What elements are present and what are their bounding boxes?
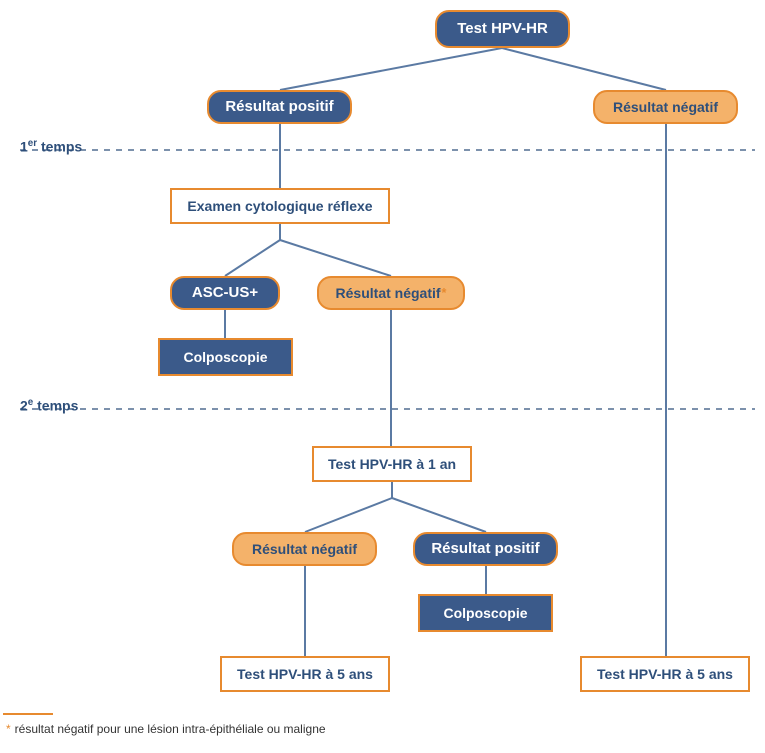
edge-reflex-neg2 <box>280 224 391 276</box>
node-root: Test HPV-HR <box>435 10 570 48</box>
node-test5a_L: Test HPV-HR à 5 ans <box>220 656 390 692</box>
edge-test1an-neg3 <box>305 482 392 532</box>
node-reflex: Examen cytologique réflexe <box>170 188 390 224</box>
node-label: Colposcopie <box>183 349 267 365</box>
node-test1an: Test HPV-HR à 1 an <box>312 446 472 482</box>
footnote-bar <box>3 713 53 715</box>
time-label-1: 1er temps <box>20 138 82 155</box>
node-label: Examen cytologique réflexe <box>187 198 372 214</box>
node-pos2: Résultat positif <box>413 532 558 566</box>
node-label: Test HPV-HR <box>457 20 548 37</box>
node-neg2: Résultat négatif* <box>317 276 465 310</box>
edge-reflex-ascus <box>225 224 280 276</box>
node-colpo2: Colposcopie <box>418 594 553 632</box>
edge-root-pos1 <box>280 48 502 90</box>
node-label: Résultat négatif <box>613 99 718 115</box>
node-label: Résultat positif <box>225 98 333 115</box>
flowchart-canvas: 1er temps 2e temps Test HPV-HR Résultat pos… <box>0 0 765 753</box>
node-label: Résultat négatif <box>336 285 441 301</box>
node-label: Colposcopie <box>443 605 527 621</box>
time-label-2: 2e temps <box>20 397 78 414</box>
asterisk-icon: * <box>442 286 447 300</box>
node-neg3: Résultat négatif <box>232 532 377 566</box>
node-test5a_R: Test HPV-HR à 5 ans <box>580 656 750 692</box>
node-label: Test HPV-HR à 5 ans <box>237 666 373 682</box>
footnote-text: * résultat négatif pour une lésion intra-… <box>6 722 326 736</box>
node-neg1: Résultat négatif <box>593 90 738 124</box>
edge-root-neg1 <box>502 48 666 90</box>
node-colpo1: Colposcopie <box>158 338 293 376</box>
node-label: Résultat négatif <box>252 541 357 557</box>
node-ascus: ASC-US+ <box>170 276 280 310</box>
footnote-label: résultat négatif pour une lésion intra-é… <box>15 722 326 736</box>
node-label: ASC-US+ <box>192 284 258 301</box>
node-label: Test HPV-HR à 1 an <box>328 456 456 472</box>
node-label: Test HPV-HR à 5 ans <box>597 666 733 682</box>
node-label: Résultat positif <box>431 540 539 557</box>
asterisk-icon: * <box>6 722 11 736</box>
edge-test1an-pos2 <box>392 482 486 532</box>
node-pos1: Résultat positif <box>207 90 352 124</box>
